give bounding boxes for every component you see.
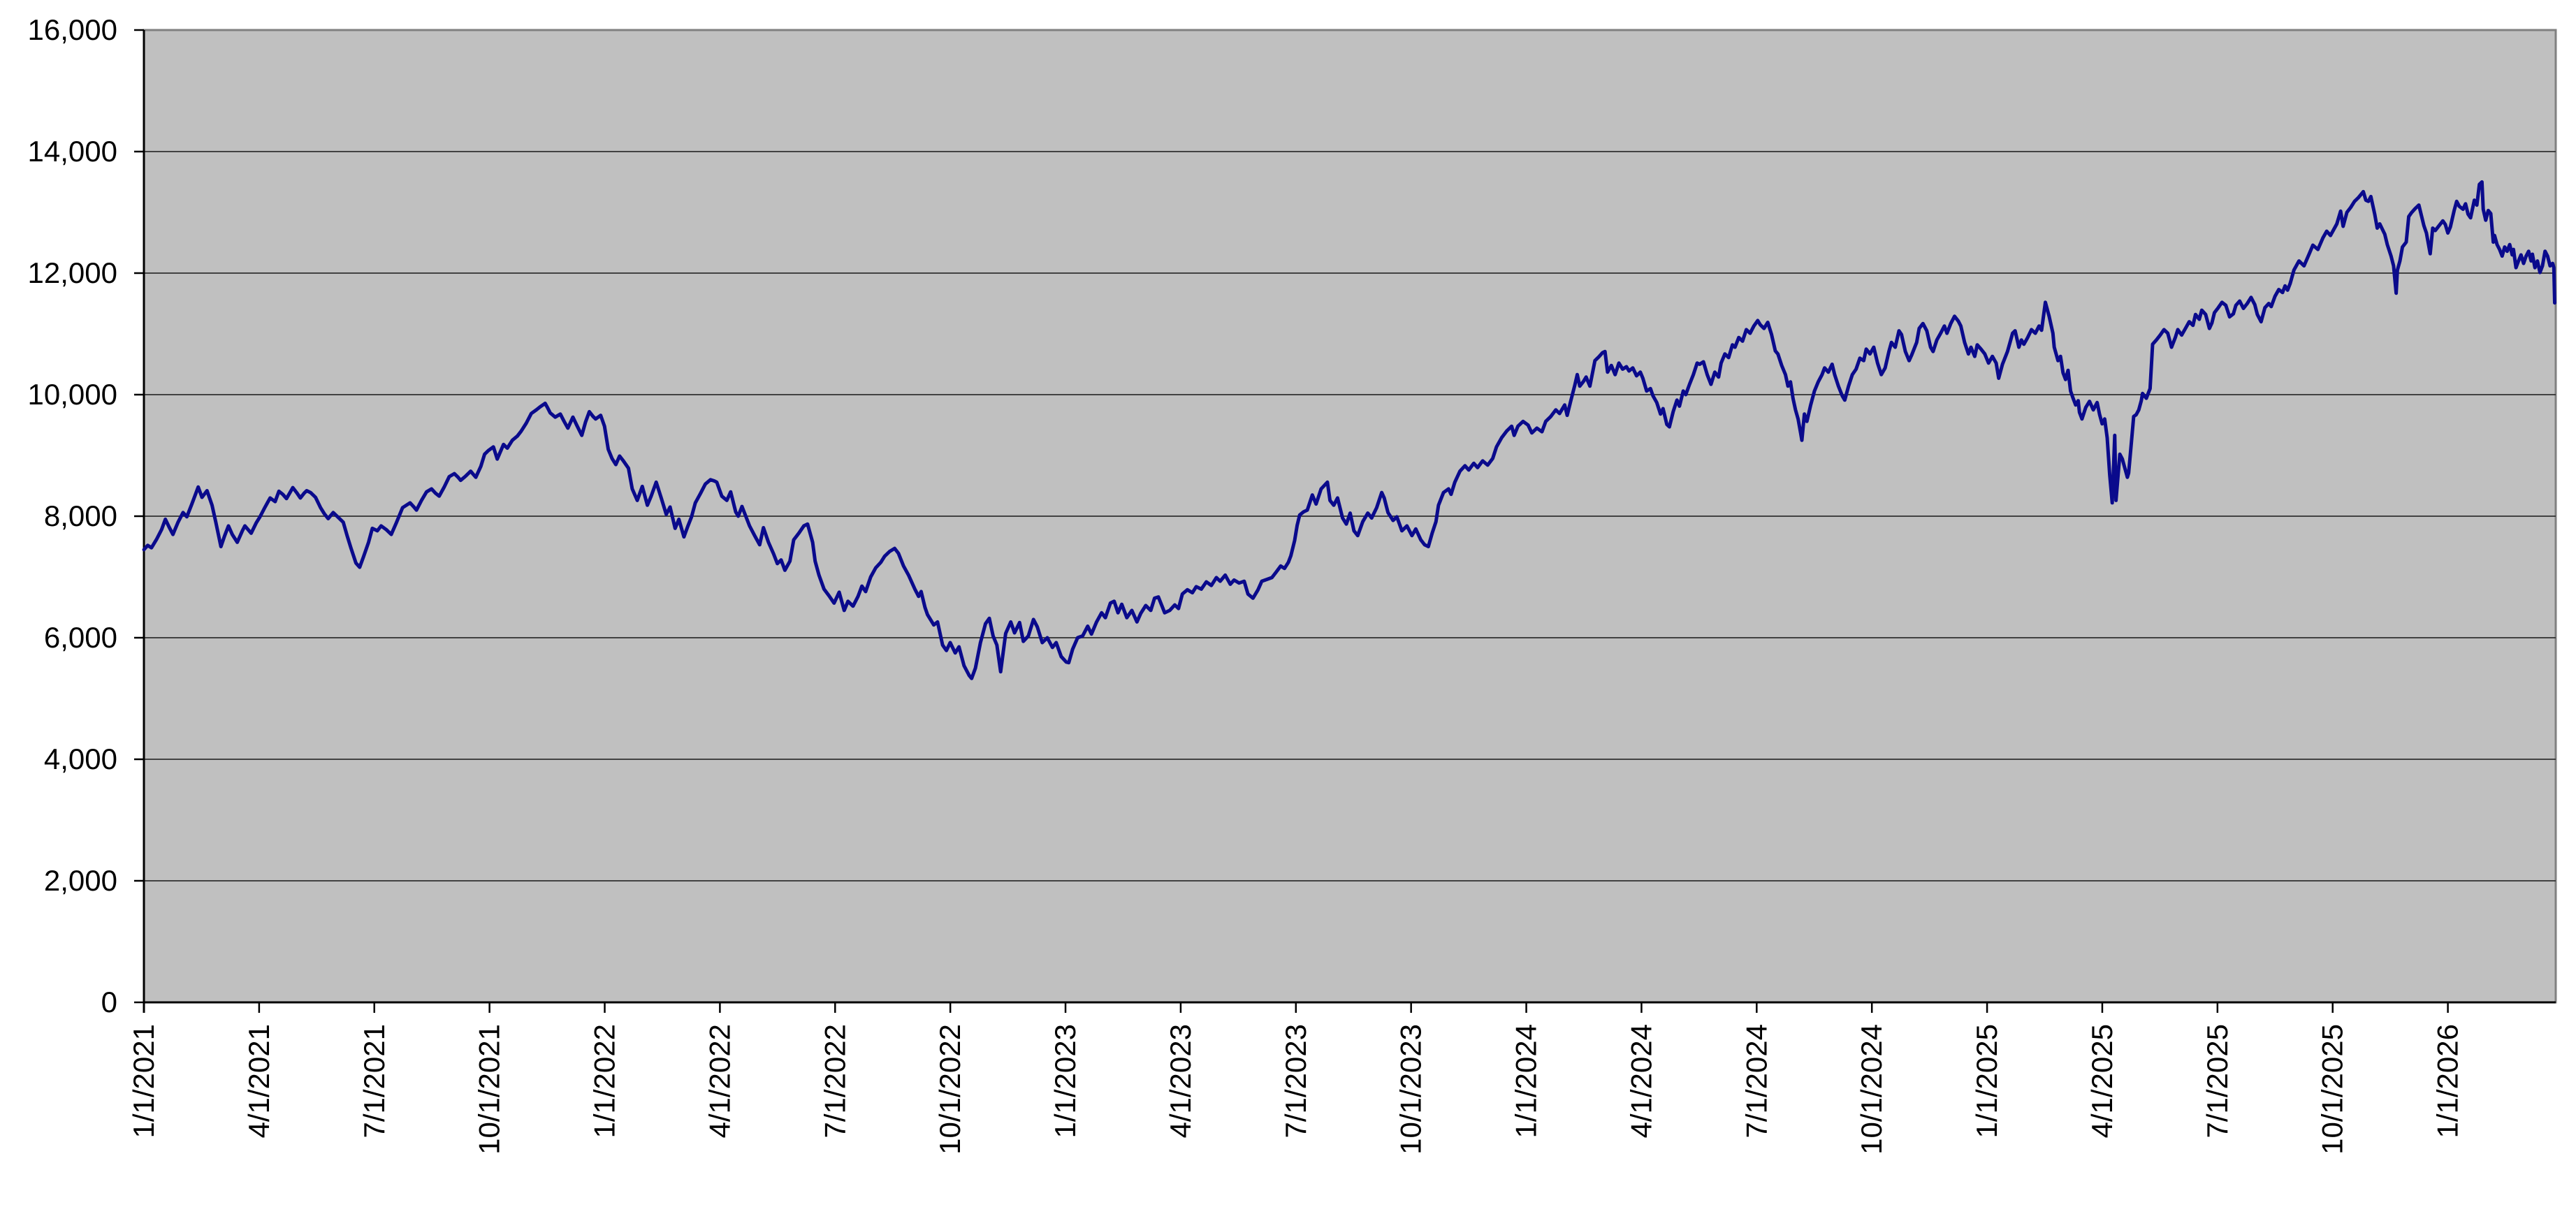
x-axis-label: 4/1/2024 bbox=[1624, 1024, 1657, 1139]
x-axis-label: 7/1/2021 bbox=[358, 1024, 391, 1139]
x-axis-label: 4/1/2022 bbox=[703, 1024, 736, 1139]
y-axis-label: 8,000 bbox=[44, 499, 117, 532]
x-axis-label: 10/1/2025 bbox=[2316, 1024, 2349, 1155]
x-axis-label: 7/1/2023 bbox=[1279, 1024, 1312, 1139]
x-axis-labels: 1/1/2021 4/1/2021 7/1/2021 10/1/2021 1/1/202… bbox=[127, 1024, 2464, 1155]
y-axis-label: 2,000 bbox=[44, 864, 117, 897]
x-axis-label: 4/1/2025 bbox=[2086, 1024, 2118, 1139]
y-axis-label: 16,000 bbox=[28, 13, 117, 46]
x-axis-ticks bbox=[143, 1002, 2449, 1013]
gridlines bbox=[144, 151, 2556, 882]
x-axis-label: 1/1/2024 bbox=[1510, 1024, 1543, 1139]
y-axis-label: 14,000 bbox=[28, 135, 117, 168]
y-axis-ticks bbox=[134, 29, 144, 1004]
x-axis-label: 10/1/2023 bbox=[1395, 1024, 1427, 1155]
y-axis-label: 0 bbox=[101, 986, 117, 1018]
x-axis-label: 4/1/2021 bbox=[242, 1024, 275, 1139]
y-axis-label: 4,000 bbox=[44, 743, 117, 775]
x-axis-label: 1/1/2023 bbox=[1049, 1024, 1082, 1139]
x-axis-label: 7/1/2022 bbox=[818, 1024, 851, 1139]
x-axis-label: 1/1/2025 bbox=[1970, 1024, 2003, 1139]
x-axis-label: 7/1/2025 bbox=[2201, 1024, 2234, 1139]
x-axis-label: 7/1/2024 bbox=[1740, 1024, 1773, 1139]
x-axis-label: 4/1/2023 bbox=[1164, 1024, 1197, 1139]
x-axis-label: 1/1/2021 bbox=[127, 1024, 160, 1139]
x-axis-label: 1/1/2026 bbox=[2431, 1024, 2464, 1139]
y-axis-label: 6,000 bbox=[44, 621, 117, 654]
x-axis-label: 10/1/2024 bbox=[1855, 1024, 1888, 1155]
y-axis-labels: 0 2,000 4,000 6,000 8,000 10,000 12,000 14,000 1… bbox=[28, 13, 117, 1018]
y-axis-label: 10,000 bbox=[28, 378, 117, 411]
x-axis-label: 10/1/2022 bbox=[933, 1024, 966, 1155]
x-axis-label: 1/1/2022 bbox=[588, 1024, 621, 1139]
series-line bbox=[142, 180, 2556, 680]
y-axis-label: 12,000 bbox=[28, 256, 117, 289]
x-axis-label: 10/1/2021 bbox=[473, 1024, 506, 1155]
